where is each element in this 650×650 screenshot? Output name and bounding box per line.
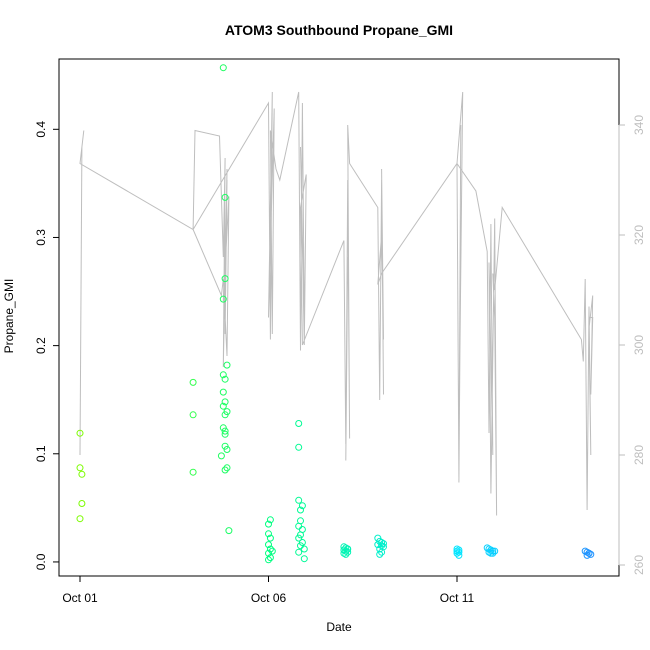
data-point <box>483 544 491 552</box>
y-tick-label: 0.2 <box>34 337 48 354</box>
data-point <box>266 534 274 542</box>
data-point <box>219 295 227 303</box>
data-point <box>219 402 227 410</box>
x-tick-label: Oct 01 <box>62 591 98 605</box>
data-point <box>221 275 229 283</box>
data-point <box>223 446 231 453</box>
data-point <box>223 464 231 472</box>
y2-tick-label: 320 <box>632 225 646 245</box>
data-point <box>76 429 84 437</box>
data-point <box>300 555 308 563</box>
data-point <box>583 551 591 559</box>
data-point <box>76 464 84 472</box>
data-point <box>189 468 197 476</box>
data-point <box>189 411 197 419</box>
data-point <box>221 411 229 419</box>
data-point <box>344 545 352 553</box>
data-point <box>266 554 274 562</box>
points-layer <box>76 64 595 564</box>
data-point <box>225 527 233 535</box>
data-point <box>489 547 497 555</box>
x-axis-label: Date <box>326 620 352 634</box>
data-point <box>295 496 303 504</box>
data-point <box>217 452 225 460</box>
data-point <box>300 545 308 553</box>
plot-frame <box>58 58 620 577</box>
data-point <box>221 398 229 406</box>
data-point <box>297 506 304 514</box>
data-point <box>265 530 272 538</box>
y-tick-label: 0.1 <box>34 445 48 462</box>
data-point <box>295 522 303 530</box>
y2-tick-label: 260 <box>632 555 646 575</box>
y-axis-label: Propane_GMI <box>2 279 16 354</box>
data-point <box>491 547 499 555</box>
data-point <box>189 378 197 386</box>
y2-tick-label: 280 <box>632 445 646 465</box>
data-point <box>265 541 272 549</box>
data-point <box>265 520 272 528</box>
data-point <box>223 361 231 369</box>
data-point <box>585 549 593 557</box>
data-point <box>219 64 227 72</box>
chart-title: ATOM3 Southbound Propane_GMI <box>225 22 453 38</box>
data-point <box>78 470 86 478</box>
data-point <box>221 193 229 201</box>
y2-tick-label: 300 <box>632 335 646 355</box>
secondary-series-line <box>79 91 594 516</box>
data-point <box>487 549 495 557</box>
data-point <box>295 548 303 556</box>
data-point <box>453 549 461 557</box>
data-point <box>295 443 303 451</box>
data-point <box>298 502 306 510</box>
data-point <box>76 515 84 523</box>
data-point <box>266 516 274 524</box>
data-point <box>344 548 352 556</box>
data-point <box>295 534 303 542</box>
y-tick-label: 0.4 <box>34 121 48 138</box>
x-tick-label: Oct 11 <box>440 591 475 605</box>
x-tick-label: Oct 06 <box>251 591 287 605</box>
data-point <box>455 551 463 559</box>
data-point <box>221 430 229 438</box>
data-point <box>219 388 227 396</box>
data-point <box>78 500 86 507</box>
data-point <box>221 427 229 435</box>
data-point <box>219 424 227 432</box>
y-tick-label: 0.3 <box>34 229 48 246</box>
data-point <box>268 547 276 555</box>
data-point <box>295 420 303 427</box>
data-point <box>219 371 227 379</box>
data-point <box>376 550 384 558</box>
data-point <box>378 548 386 556</box>
y2-tick-label: 340 <box>632 115 646 135</box>
data-point <box>489 549 497 557</box>
axes-layer: Oct 01 Oct 06 Oct 11 0.0 0.1 0.2 0.3 0.4 260 280 3… <box>34 115 646 605</box>
data-point <box>221 466 229 474</box>
data-point <box>587 550 595 558</box>
secondary-line-layer <box>79 91 594 516</box>
data-point <box>265 556 272 564</box>
data-point <box>221 375 229 383</box>
data-point <box>266 545 274 553</box>
y-tick-label: 0.0 <box>34 553 48 570</box>
